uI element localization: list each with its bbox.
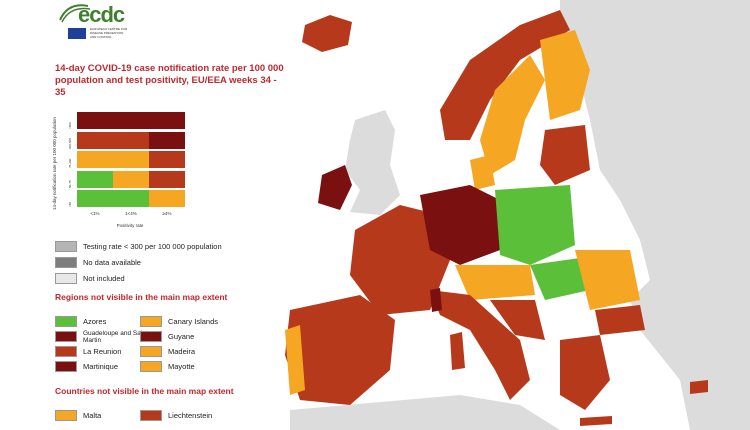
swatch [140, 331, 162, 342]
legend-label: Martinique [83, 362, 119, 371]
regions-title: Regions not visible in the main map exte… [55, 292, 228, 302]
swatch [140, 346, 162, 357]
matrix-cell [149, 131, 185, 149]
legend-label: Testing rate < 300 per 100 000 populatio… [83, 242, 222, 251]
bulgaria [595, 305, 645, 335]
portugal [285, 325, 305, 395]
hungary [530, 258, 590, 300]
iberia [285, 295, 395, 405]
benelux-germany [420, 185, 500, 265]
matrix-cell [149, 112, 185, 129]
swatch [55, 273, 77, 284]
ecdc-logo [58, 0, 128, 40]
swatch [55, 361, 77, 372]
italy [430, 290, 530, 400]
x-tick-3: ≥4% [162, 211, 172, 216]
matrix-y-axis-label: 14-day notification rate per 100 000 pop… [52, 117, 57, 211]
y-tick: <50 [68, 201, 72, 207]
swatch [55, 241, 77, 252]
norway [440, 10, 570, 140]
swatch [55, 346, 77, 357]
matrix-cell [77, 151, 113, 168]
sardinia [450, 332, 465, 370]
eu-flag-icon [68, 28, 86, 39]
legend-label: Liechtenstein [168, 411, 213, 420]
matrix-cell [77, 112, 113, 129]
matrix-cell [113, 170, 149, 188]
ecdc-logo-graphic [59, 4, 91, 23]
matrix-cell [113, 151, 149, 168]
matrix-cell [113, 131, 149, 149]
cyprus [690, 380, 708, 394]
matrix-cell [149, 190, 185, 207]
x-tick-1: <1% [90, 211, 100, 216]
matrix-x-axis-label: Positivity rate [116, 223, 144, 228]
greece [560, 335, 610, 410]
matrix-cell [77, 131, 113, 149]
x-tick-2: 1<4% [125, 211, 137, 216]
poland-czechia [495, 185, 575, 265]
baltics [540, 125, 590, 185]
swatch [140, 316, 162, 327]
y-tick: 75-200 [68, 158, 72, 168]
legend-label: Malta [83, 411, 102, 420]
matrix-cell [113, 190, 149, 207]
swatch [140, 410, 162, 421]
legend-label: La Reunion [83, 347, 122, 356]
matrix-cell [77, 170, 113, 188]
legend-label: Guadeloupe and Saint Martin [83, 330, 148, 344]
france [350, 205, 450, 315]
uk-land [345, 110, 400, 215]
north-africa-land [290, 395, 560, 430]
legend-label: Mayotte [168, 362, 195, 371]
countries-title: Countries not visible in the main map ex… [55, 386, 234, 396]
legend-label: Azores [83, 317, 107, 326]
ireland [318, 165, 352, 210]
map-title: 14-day COVID-19 case notification rate p… [55, 63, 284, 98]
legend-label: Madeira [168, 347, 196, 356]
croatia [490, 300, 545, 340]
corsica [430, 288, 442, 312]
legend-label: Canary Islands [168, 317, 219, 326]
swatch [55, 257, 77, 268]
romania [575, 250, 640, 310]
y-tick: >500 [68, 122, 72, 129]
swatch [55, 316, 77, 327]
finland [540, 30, 590, 120]
ecdc-logo-subtitle: EUROPEAN CENTRE FOR DISEASE PREVENTION A… [90, 27, 128, 39]
matrix-cell [77, 190, 113, 207]
swatch [55, 410, 77, 421]
swatch [140, 361, 162, 372]
sweden [480, 55, 545, 175]
y-tick: 200-500 [68, 137, 72, 149]
denmark [470, 155, 495, 190]
iceland [302, 15, 352, 52]
crete [580, 416, 612, 426]
y-tick: 50-75 [68, 179, 72, 188]
swatch [55, 331, 77, 342]
matrix-cell [113, 112, 149, 129]
not-included-land [560, 0, 750, 430]
matrix-cell [149, 151, 185, 168]
legend-label: Not included [83, 274, 125, 283]
ecdc-logo-text: ecdc [78, 2, 125, 27]
legend-label: Guyane [168, 332, 195, 341]
austria-slovenia [455, 265, 535, 300]
matrix-cell [149, 170, 185, 188]
legend-label: No data available [83, 258, 141, 267]
